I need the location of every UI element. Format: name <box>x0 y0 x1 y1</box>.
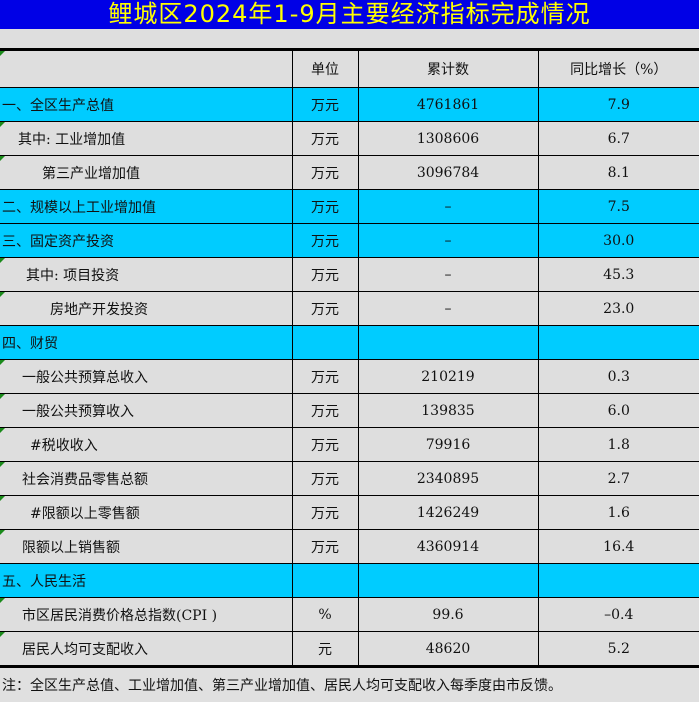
row-unit: 万元 <box>291 155 359 190</box>
header-unit: 单位 <box>291 49 359 88</box>
row-growth <box>537 325 699 360</box>
table-row: 社会消费品零售总额 万元 2340895 2.7 <box>0 461 699 496</box>
row-growth: 6.7 <box>537 121 699 156</box>
row-growth: 16.4 <box>537 529 699 564</box>
table-row: 一、全区生产总值 万元 4761861 7.9 <box>0 87 699 122</box>
table-row: 五、人民生活 <box>0 563 699 598</box>
row-total: – <box>357 223 539 258</box>
row-unit: 万元 <box>291 189 359 224</box>
row-unit: 万元 <box>291 257 359 292</box>
table-row: 房地产开发投资 万元 –23.0 <box>0 291 699 326</box>
row-name: 市区居民消费价格总指数(CPI ) <box>0 597 293 632</box>
row-unit: 万元 <box>291 223 359 258</box>
row-unit: 万元 <box>291 359 359 394</box>
row-name: 社会消费品零售总额 <box>0 461 293 496</box>
row-growth: 7.5 <box>537 189 699 224</box>
row-name: 三、固定资产投资 <box>0 223 293 258</box>
row-growth: 8.1 <box>537 155 699 190</box>
row-unit: 万元 <box>291 529 359 564</box>
table-row: 一般公共预算收入 万元 139835 6.0 <box>0 393 699 428</box>
row-name: #限额以上零售额 <box>0 495 293 530</box>
header-growth: 同比增长（%） <box>537 49 699 88</box>
row-name: 一、全区生产总值 <box>0 87 293 122</box>
table-row: #税收收入 万元 79916 1.8 <box>0 427 699 462</box>
row-unit <box>291 563 359 598</box>
row-growth: 1.8 <box>537 427 699 462</box>
spacer-band <box>0 29 699 48</box>
row-name: 限额以上销售额 <box>0 529 293 564</box>
table-row: 其中: 项目投资 万元 –45.3 <box>0 257 699 292</box>
row-growth: 2.7 <box>537 461 699 496</box>
row-total: 139835 <box>357 393 539 428</box>
row-total: 210219 <box>357 359 539 394</box>
table-row: 二、规模以上工业增加值 万元 –7.5 <box>0 189 699 224</box>
row-total: 3096784 <box>357 155 539 190</box>
row-name: 四、财贸 <box>0 325 293 360</box>
row-total: 4360914 <box>357 529 539 564</box>
row-growth: 45.3 <box>537 257 699 292</box>
row-growth: 5.2 <box>537 631 699 667</box>
table-row: 限额以上销售额 万元 4360914 16.4 <box>0 529 699 564</box>
header-total: 累计数 <box>357 49 539 88</box>
table-row: #限额以上零售额 万元 1426249 1.6 <box>0 495 699 530</box>
row-unit: 万元 <box>291 427 359 462</box>
row-unit: 万元 <box>291 393 359 428</box>
row-total: 48620 <box>357 631 539 667</box>
row-total <box>357 563 539 598</box>
row-name: 其中: 项目投资 <box>0 257 293 292</box>
table-row: 市区居民消费价格总指数(CPI )% 99.6 –0.4 <box>0 597 699 632</box>
row-name: 一般公共预算收入 <box>0 393 293 428</box>
row-total: 99.6 <box>357 597 539 632</box>
row-unit: 万元 <box>291 495 359 530</box>
row-total: 4761861 <box>357 87 539 122</box>
row-unit: 万元 <box>291 461 359 496</box>
row-unit: 万元 <box>291 121 359 156</box>
row-total: 2340895 <box>357 461 539 496</box>
indicator-table: 单位 累计数 同比增长（%） 一、全区生产总值 万元 4761861 7.9 其中: 工… <box>0 48 699 668</box>
row-name: 其中: 工业增加值 <box>0 121 293 156</box>
row-name: 房地产开发投资 <box>0 291 293 326</box>
row-growth: 30.0 <box>537 223 699 258</box>
row-unit: 元 <box>291 631 359 667</box>
row-unit: % <box>291 597 359 632</box>
row-total <box>357 325 539 360</box>
table-row: 其中: 工业增加值 万元 1308606 6.7 <box>0 121 699 156</box>
table-row: 四、财贸 <box>0 325 699 360</box>
footnote: 注：全区生产总值、工业增加值、第三产业增加值、居民人均可支配收入每季度由市反馈。 <box>2 678 562 694</box>
row-growth: 23.0 <box>537 291 699 326</box>
row-name: 一般公共预算总收入 <box>0 359 293 394</box>
row-growth: 6.0 <box>537 393 699 428</box>
row-total: – <box>357 189 539 224</box>
table-row: 第三产业增加值 万元 3096784 8.1 <box>0 155 699 190</box>
row-growth: 1.6 <box>537 495 699 530</box>
row-growth: 0.3 <box>537 359 699 394</box>
page-title: 鲤城区2024年1-9月主要经济指标完成情况 <box>0 0 699 29</box>
row-name: 二、规模以上工业增加值 <box>0 189 293 224</box>
header-name <box>0 49 293 88</box>
row-unit: 万元 <box>291 87 359 122</box>
row-total: 1308606 <box>357 121 539 156</box>
table-row: 三、固定资产投资 万元 –30.0 <box>0 223 699 258</box>
row-name: 五、人民生活 <box>0 563 293 598</box>
table-row: 一般公共预算总收入 万元 210219 0.3 <box>0 359 699 394</box>
row-unit: 万元 <box>291 291 359 326</box>
table-header-row: 单位 累计数 同比增长（%） <box>0 49 699 88</box>
row-growth <box>537 563 699 598</box>
row-total: 79916 <box>357 427 539 462</box>
row-name: 第三产业增加值 <box>0 155 293 190</box>
row-total: 1426249 <box>357 495 539 530</box>
row-unit <box>291 325 359 360</box>
row-total: – <box>357 257 539 292</box>
row-name: #税收收入 <box>0 427 293 462</box>
row-total: – <box>357 291 539 326</box>
row-growth: –0.4 <box>537 597 699 632</box>
row-growth: 7.9 <box>537 87 699 122</box>
row-name: 居民人均可支配收入 <box>0 631 293 667</box>
table-row: 居民人均可支配收入元 48620 5.2 <box>0 631 699 667</box>
